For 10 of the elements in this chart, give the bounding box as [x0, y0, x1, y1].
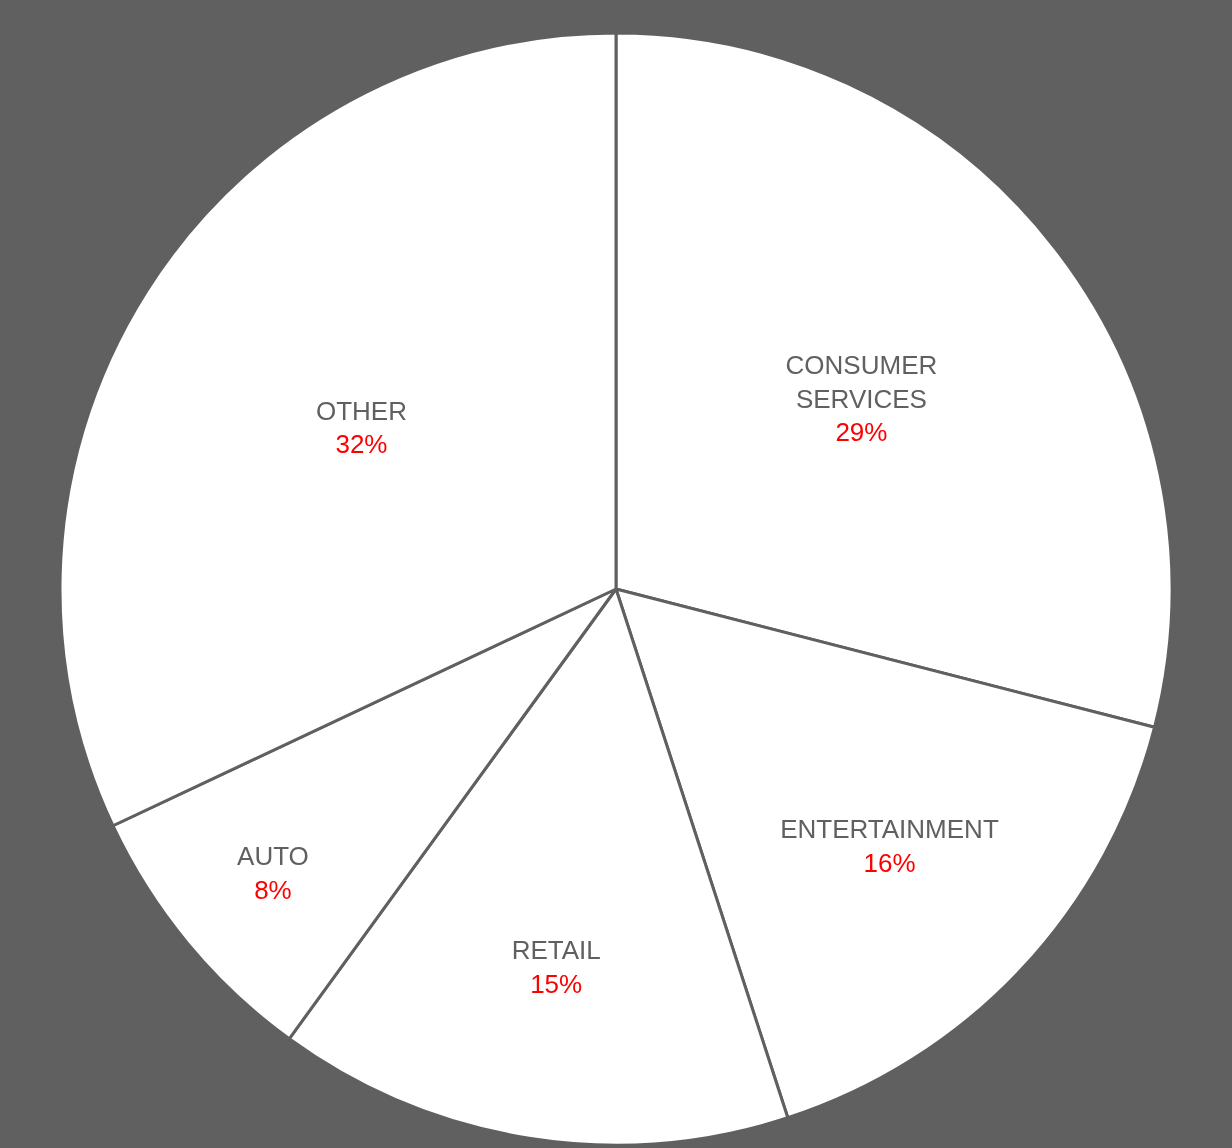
data-label: 15% [530, 968, 583, 999]
slice-label: RETAIL [511, 934, 601, 965]
data-label: 32% [335, 429, 388, 460]
data-label: 16% [863, 847, 916, 878]
data-label: 29% [835, 417, 888, 448]
slice-label: AUTO [237, 840, 309, 871]
slice-label: ENTERTAINMENT [780, 813, 999, 844]
slice-label: OTHER [315, 395, 407, 426]
data-label: 8% [254, 874, 292, 905]
slice-label: CONSUMER SERVICES [785, 349, 938, 414]
